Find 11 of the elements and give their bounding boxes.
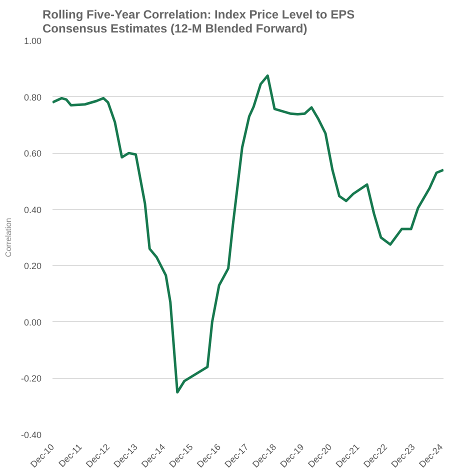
y-tick-label: -0.20 bbox=[20, 374, 42, 384]
line-series bbox=[52, 74, 444, 394]
y-axis-title: Correlation bbox=[4, 218, 13, 258]
y-tick-label: -0.40 bbox=[20, 430, 42, 440]
y-tick-label: 0.00 bbox=[24, 317, 42, 328]
y-tick-label: 0.60 bbox=[24, 148, 42, 159]
y-tick-label: 0.20 bbox=[24, 261, 42, 272]
y-tick-label: 0.40 bbox=[24, 204, 42, 215]
y-tick-label: 0.80 bbox=[24, 92, 42, 102]
chart-title: Rolling Five-Year Correlation: Index Price Level to EPS Consensus Estimates (12-M Blended Forward) bbox=[42, 8, 355, 36]
y-tick-label: 1.00 bbox=[24, 36, 42, 46]
